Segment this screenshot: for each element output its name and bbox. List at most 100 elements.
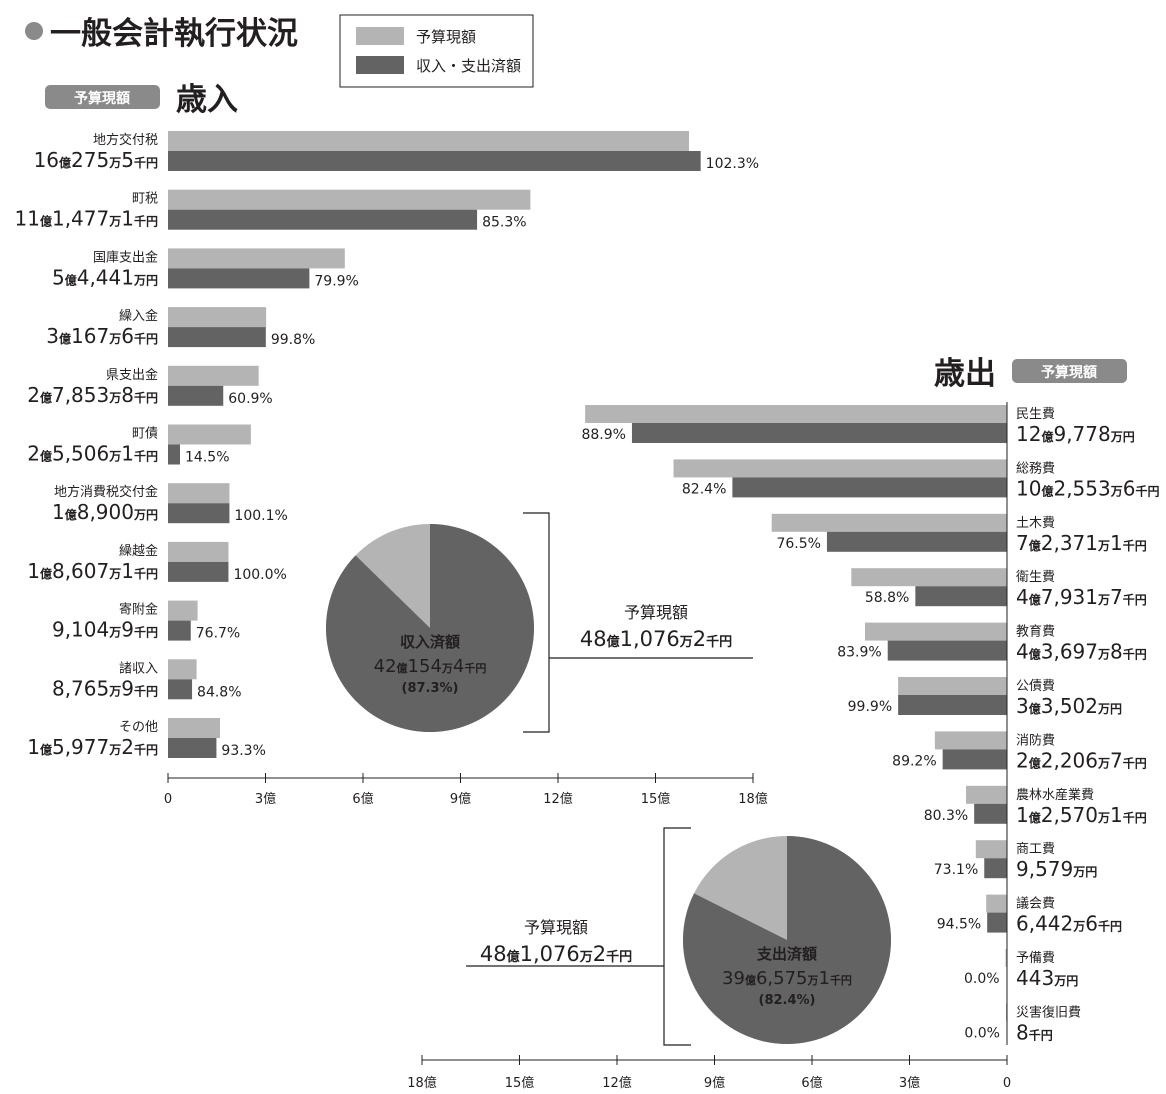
expenditure-actual-bar bbox=[915, 586, 1007, 607]
expenditure-percent-label: 80.3% bbox=[924, 808, 968, 824]
expenditure-category-label: 災害復旧費 bbox=[1016, 1004, 1081, 1020]
expenditure-percent-label: 0.0% bbox=[964, 1025, 1000, 1041]
revenue-actual-bar bbox=[168, 268, 310, 289]
revenue-amount-label: 11億1,477万1千円 bbox=[15, 207, 159, 231]
revenue-actual-bar bbox=[168, 738, 217, 758]
revenue-actual-bar bbox=[168, 503, 230, 524]
revenue-budget-bar bbox=[168, 189, 531, 210]
revenue-percent-label: 100.0% bbox=[233, 567, 286, 583]
revenue-amount-label: 1億5,977万2千円 bbox=[27, 735, 158, 759]
expenditure-amount-label: 443万円 bbox=[1016, 966, 1078, 990]
revenue-actual-bar bbox=[168, 679, 193, 700]
expenditure-amount-label: 4億3,697万8千円 bbox=[1016, 640, 1147, 664]
expenditure-pie-chart: 支出済額 39億6,575万1千円 (82.4%) 予算現額 48億1,076万2千円 bbox=[466, 827, 892, 1046]
revenue-amount-label: 16億275万5千円 bbox=[34, 148, 158, 172]
title-bullet-icon bbox=[25, 22, 43, 40]
revenue-actual-bar bbox=[168, 620, 191, 641]
expenditure-budget-bar bbox=[986, 894, 1007, 913]
revenue-pie-amount: 42億154万4千円 bbox=[374, 656, 487, 677]
revenue-budget-bar bbox=[168, 365, 259, 386]
expenditure-category-label: 民生費 bbox=[1016, 407, 1055, 422]
revenue-tick-label: 3億 bbox=[255, 791, 276, 807]
revenue-percent-label: 102.3% bbox=[706, 156, 759, 172]
revenue-actual-bar bbox=[168, 444, 181, 465]
expenditure-tick-label: 3億 bbox=[899, 1075, 920, 1091]
expenditure-amount-label: 9,579万円 bbox=[1016, 857, 1097, 881]
expenditure-pie-bracket bbox=[663, 827, 691, 1046]
revenue-category-label: 町債 bbox=[132, 427, 158, 442]
expenditure-actual-bar bbox=[732, 477, 1007, 498]
expenditure-budget-bar bbox=[864, 622, 1007, 641]
expenditure-category-label: 教育費 bbox=[1016, 624, 1055, 640]
revenue-budget-bar bbox=[168, 248, 345, 269]
revenue-budget-bar bbox=[168, 541, 229, 562]
revenue-percent-label: 60.9% bbox=[228, 391, 272, 407]
expenditure-pie-label: 支出済額 bbox=[756, 945, 817, 963]
revenue-budget-bar bbox=[168, 307, 267, 328]
revenue-category-label: 諸収入 bbox=[119, 660, 158, 676]
expenditure-percent-label: 76.5% bbox=[776, 536, 820, 552]
expenditure-actual-bar bbox=[631, 423, 1007, 443]
expenditure-actual-bar bbox=[984, 858, 1007, 879]
expenditure-budget-bar bbox=[851, 568, 1007, 587]
revenue-budget-tag-label: 予算現額 bbox=[74, 90, 130, 107]
expenditure-category-label: 土木費 bbox=[1016, 516, 1055, 531]
revenue-pie-bracket bbox=[523, 512, 550, 733]
expenditure-actual-bar bbox=[974, 803, 1007, 824]
expenditure-percent-label: 94.5% bbox=[937, 917, 981, 933]
expenditure-percent-label: 99.9% bbox=[848, 699, 892, 715]
revenue-percent-label: 100.1% bbox=[234, 508, 287, 524]
expenditure-category-label: 予備費 bbox=[1016, 950, 1055, 966]
legend-frame bbox=[339, 14, 534, 88]
revenue-percent-label: 14.5% bbox=[185, 450, 229, 466]
expenditure-amount-label: 8千円 bbox=[1016, 1020, 1053, 1044]
expenditure-budget-bar bbox=[673, 459, 1007, 478]
revenue-total-amount: 48億1,076万2千円 bbox=[580, 627, 732, 651]
revenue-percent-label: 76.7% bbox=[196, 626, 240, 642]
expenditure-total-label: 予算現額 bbox=[524, 918, 588, 937]
page-title: 一般会計執行状況 bbox=[50, 16, 298, 52]
legend-swatch-budget bbox=[356, 27, 404, 45]
revenue-category-label: 繰入金 bbox=[119, 308, 158, 324]
expenditure-amount-label: 1億2,570万1千円 bbox=[1016, 803, 1147, 827]
revenue-tick-label: 12億 bbox=[543, 791, 573, 807]
revenue-amount-label: 9,104万9千円 bbox=[52, 618, 158, 642]
expenditure-tick-label: 12億 bbox=[602, 1075, 632, 1091]
revenue-budget-bar bbox=[168, 483, 230, 504]
expenditure-category-label: 公債費 bbox=[1016, 679, 1055, 694]
legend-swatch-actual bbox=[356, 56, 404, 74]
revenue-amount-label: 5億4,441万円 bbox=[52, 265, 158, 289]
expenditure-tick-label: 0 bbox=[1003, 1076, 1011, 1091]
expenditure-percent-label: 89.2% bbox=[892, 753, 936, 769]
revenue-budget-bar bbox=[168, 718, 220, 738]
revenue-percent-label: 93.3% bbox=[221, 743, 265, 759]
revenue-budget-tag bbox=[45, 85, 160, 109]
legend-label-budget: 予算現額 bbox=[416, 28, 476, 46]
expenditure-percent-label: 73.1% bbox=[934, 862, 978, 878]
expenditure-actual-bar bbox=[898, 695, 1007, 715]
revenue-actual-bar bbox=[168, 209, 478, 230]
revenue-actual-bar bbox=[168, 385, 224, 406]
expenditure-budget-bar bbox=[966, 785, 1007, 804]
expenditure-category-label: 消防費 bbox=[1016, 732, 1055, 748]
expenditure-category-label: 衛生費 bbox=[1016, 570, 1055, 585]
revenue-amount-label: 1億8,900万円 bbox=[52, 500, 158, 524]
expenditure-category-label: 議会費 bbox=[1016, 897, 1055, 912]
revenue-budget-bar bbox=[168, 424, 251, 445]
expenditure-pie-percent: (82.4%) bbox=[759, 993, 816, 1008]
expenditure-budget-tag bbox=[1012, 359, 1127, 383]
expenditure-actual-bar bbox=[987, 912, 1007, 933]
expenditure-amount-label: 2億2,206万7千円 bbox=[1016, 748, 1147, 772]
expenditure-percent-label: 88.9% bbox=[581, 427, 625, 443]
expenditure-category-label: 農林水産業費 bbox=[1016, 787, 1094, 803]
revenue-category-label: 県支出金 bbox=[106, 367, 158, 383]
revenue-percent-label: 79.9% bbox=[314, 273, 358, 289]
revenue-category-label: 町税 bbox=[132, 192, 158, 207]
expenditure-category-label: 商工費 bbox=[1016, 842, 1055, 857]
legend: 予算現額 収入・支出済額 bbox=[339, 14, 534, 88]
expenditure-budget-bar bbox=[975, 840, 1007, 859]
revenue-percent-label: 84.8% bbox=[197, 684, 241, 700]
revenue-tick-label: 18億 bbox=[738, 791, 768, 807]
